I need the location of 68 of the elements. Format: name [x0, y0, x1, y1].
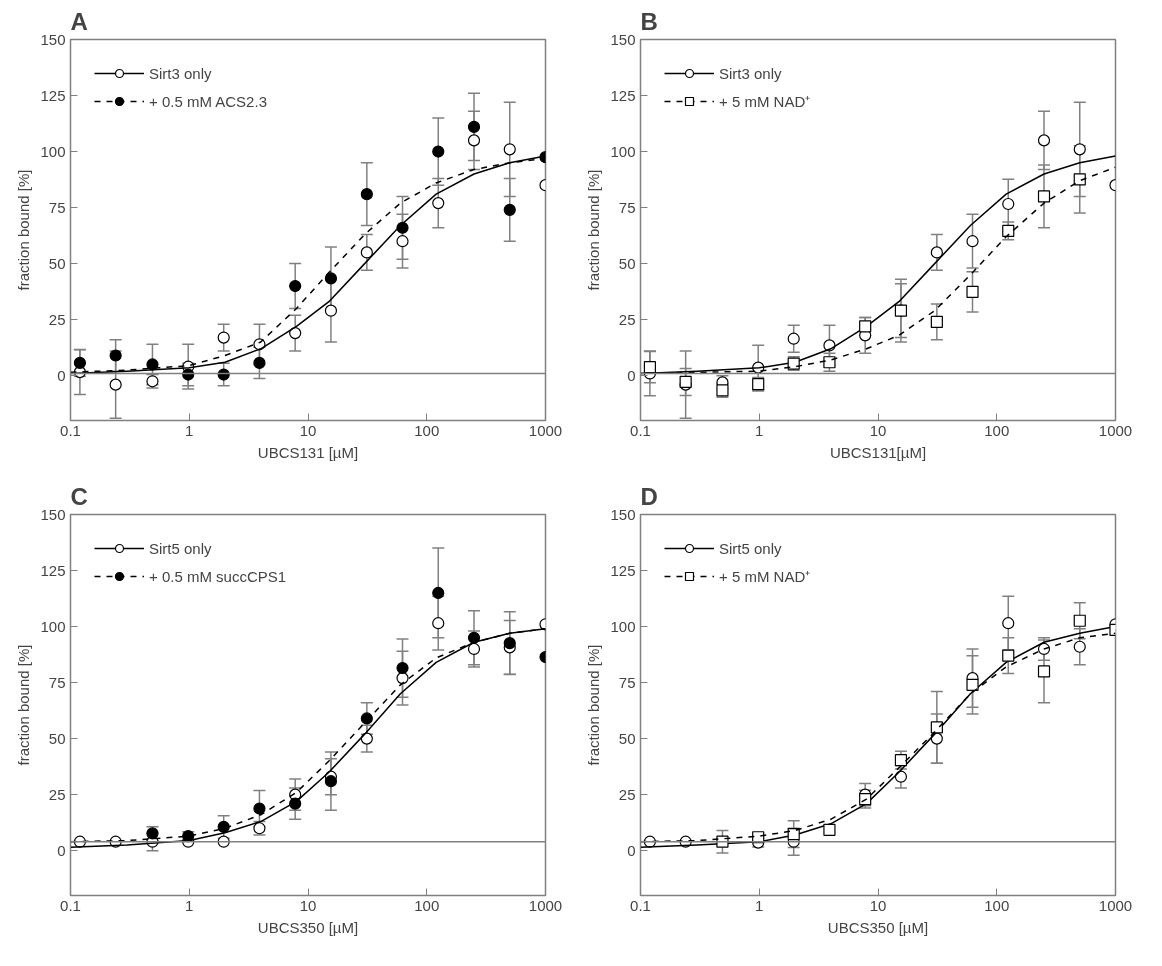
legend-label: + 5 mM NAD⁺ — [719, 92, 811, 111]
y-tick-label: 25 — [48, 310, 66, 328]
y-tick-label: 100 — [40, 142, 66, 160]
x-tick-label: 1000 — [1098, 896, 1133, 914]
y-tick-label: 150 — [40, 505, 66, 523]
x-tick-label: 100 — [414, 896, 440, 914]
y-tick-label: 0 — [57, 841, 66, 859]
x-tick-label: 1000 — [1098, 421, 1133, 439]
x-tick-label: 0.1 — [630, 896, 651, 914]
y-tick-label: 50 — [618, 254, 636, 272]
chart-title: D — [640, 482, 658, 510]
legend-label: + 0.5 mM ACS2.3 — [149, 92, 267, 110]
y-tick-label: 125 — [610, 561, 636, 579]
legend-label: Sirt5 only — [149, 539, 212, 557]
y-tick-label: 50 — [48, 254, 66, 272]
x-tick-label: 10 — [299, 896, 317, 914]
y-tick-label: 150 — [40, 30, 66, 48]
x-axis-title: UBCS131 [µM] — [257, 443, 359, 461]
x-tick-label: 10 — [869, 896, 887, 914]
legend-label: Sirt5 only — [719, 539, 782, 557]
chart-title: C — [70, 482, 88, 510]
y-tick-label: 75 — [48, 673, 66, 691]
y-tick-label: 100 — [40, 617, 66, 635]
x-tick-label: 100 — [414, 421, 440, 439]
y-tick-label: 50 — [618, 729, 636, 747]
x-tick-label: 0.1 — [60, 421, 81, 439]
y-axis-title: fraction bound [%] — [585, 169, 603, 291]
legend-label: + 5 mM NAD⁺ — [719, 567, 811, 586]
y-tick-label: 125 — [40, 561, 66, 579]
x-tick-label: 1 — [755, 421, 764, 439]
x-axis-title: UBCS350 [µM] — [257, 918, 359, 936]
y-axis-title: fraction bound [%] — [15, 644, 33, 766]
y-tick-label: 0 — [627, 366, 636, 384]
x-tick-label: 0.1 — [630, 421, 651, 439]
x-tick-label: 1000 — [528, 896, 563, 914]
y-axis-title: fraction bound [%] — [585, 644, 603, 766]
y-tick-label: 125 — [610, 86, 636, 104]
x-tick-label: 10 — [299, 421, 317, 439]
x-tick-label: 100 — [984, 421, 1010, 439]
y-tick-label: 100 — [610, 617, 636, 635]
y-tick-label: 150 — [610, 505, 636, 523]
y-tick-label: 75 — [618, 198, 636, 216]
x-tick-label: 10 — [869, 421, 887, 439]
y-tick-label: 0 — [627, 841, 636, 859]
y-tick-label: 100 — [610, 142, 636, 160]
legend-label: Sirt3 only — [719, 64, 782, 82]
x-tick-label: 1 — [185, 896, 194, 914]
y-tick-label: 125 — [40, 86, 66, 104]
y-tick-label: 75 — [618, 673, 636, 691]
chart-title: B — [640, 7, 658, 35]
y-tick-label: 25 — [618, 785, 636, 803]
y-axis-title: fraction bound [%] — [15, 169, 33, 291]
y-tick-label: 0 — [57, 366, 66, 384]
y-tick-label: 25 — [48, 785, 66, 803]
y-tick-label: 25 — [618, 310, 636, 328]
x-tick-label: 100 — [984, 896, 1010, 914]
x-tick-label: 1 — [185, 421, 194, 439]
x-tick-label: 0.1 — [60, 896, 81, 914]
x-tick-label: 1 — [755, 896, 764, 914]
legend-label: Sirt3 only — [149, 64, 212, 82]
y-tick-label: 75 — [48, 198, 66, 216]
x-tick-label: 1000 — [528, 421, 563, 439]
x-axis-title: UBCS131[µM] — [829, 443, 927, 461]
y-tick-label: 50 — [48, 729, 66, 747]
legend-label: + 0.5 mM succCPS1 — [149, 567, 287, 585]
x-axis-title: UBCS350 [µM] — [827, 918, 929, 936]
y-tick-label: 150 — [610, 30, 636, 48]
chart-title: A — [70, 7, 88, 35]
